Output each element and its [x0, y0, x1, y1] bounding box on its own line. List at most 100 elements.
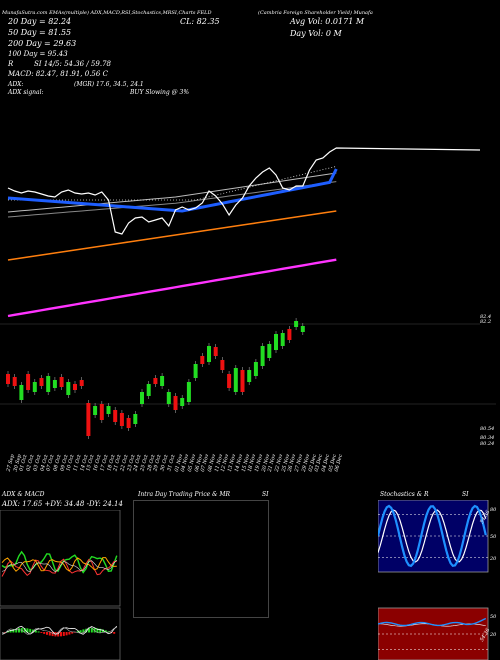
macd-bar [88, 628, 90, 633]
adx-panel-title: ADX & MACD [2, 491, 45, 498]
macd-bar [57, 632, 60, 637]
macd-bar [9, 630, 12, 633]
adx-label: ADX: [8, 81, 24, 88]
rsi-line [378, 617, 487, 627]
candle-body [73, 384, 77, 390]
candle-body [220, 360, 225, 370]
macd-bar [51, 632, 54, 637]
rsi-level-20: 20 [490, 632, 497, 638]
candle-body [26, 374, 31, 390]
candle-body [200, 356, 205, 364]
price-chart [0, 147, 496, 439]
macd-bar [46, 632, 48, 635]
candle-body [240, 370, 245, 392]
ema-dotted-line [8, 166, 337, 201]
candle-body [173, 396, 178, 410]
macd-bar [113, 632, 116, 634]
adx-macd-panel [0, 510, 121, 660]
candle-body [93, 406, 98, 415]
macd-bar [104, 630, 107, 633]
candle-body [260, 346, 265, 366]
rsi-level-50: 50 [490, 614, 497, 620]
macd-bar [79, 630, 82, 633]
stat-200-day: 200 Day = 29.63 [8, 39, 77, 48]
candle-body [207, 346, 211, 362]
macd-bar [15, 628, 18, 633]
stoch-level-20: 20 [490, 556, 497, 562]
close-price: CL: 82.35 [180, 17, 220, 26]
price-label-bottom-3: 80.24 [480, 441, 495, 447]
candle-body [267, 344, 272, 358]
candle-body [86, 403, 91, 436]
ema-100-line [7, 210, 337, 261]
price-label-bottom-1: 80.54 [480, 426, 495, 432]
signal-text: BUY Slowing @ 3% [130, 89, 190, 96]
macd-bar [23, 628, 26, 633]
macd-bar [18, 628, 20, 633]
macd-bar [26, 628, 29, 633]
date-axis: 27 Sep 30 Sep 01 Oct 02 Oct 03 Oct 04 Oct 07 O… [0, 446, 500, 482]
stoch-k-line [378, 504, 487, 568]
price-label-bottom-2: 80.34 [480, 435, 495, 441]
candle-body [160, 376, 165, 386]
macd-bar [74, 632, 76, 633]
candle-body [52, 380, 57, 388]
macd-bar [29, 628, 32, 633]
candle-body [59, 377, 64, 387]
avg-volume: Avg Vol: 0.0171 M [290, 17, 365, 26]
stoch-d-line [378, 509, 487, 563]
candle-body [193, 364, 198, 378]
ema-50-line [7, 168, 338, 213]
stochastics-rsi-panel [378, 500, 489, 660]
candle-body [126, 418, 131, 428]
macd-bar [85, 628, 88, 633]
candle-body [253, 362, 258, 376]
stoch-panel-si: SI [462, 491, 469, 498]
stoch-panel-title: Stochastics & R [380, 491, 429, 498]
candle-body [287, 329, 292, 340]
candle-body [66, 382, 71, 395]
macd-bar [60, 632, 62, 637]
macd-values: MACD: 82.47, 81.91, 0.56 C [8, 70, 108, 78]
macd-bar [40, 632, 43, 633]
candle-body [99, 404, 104, 420]
candle-body [133, 414, 138, 424]
candle-body [153, 378, 158, 384]
stat-50-day: 50 Day = 81.55 [8, 28, 72, 37]
stoch-si-values: SI 14/5: 54.36 / 59.78 [34, 60, 111, 68]
macd-bar [43, 632, 46, 634]
price-label-top-1: 82.4 [480, 314, 492, 320]
candle-body [180, 398, 185, 406]
candle-body [46, 376, 51, 392]
macd-bar [82, 629, 85, 633]
macd-bar [4, 632, 6, 633]
rsi-label: R [8, 60, 14, 68]
macd-bar [62, 632, 65, 636]
candle-body [280, 333, 285, 346]
candle-body [294, 321, 299, 327]
adx-panel-values: ADX: 17.65 +DY: 34.48 -DY: 24.14 [2, 500, 123, 508]
intraday-panel-si: SI [262, 491, 269, 498]
candle-body [233, 368, 238, 392]
candle-body [79, 380, 84, 386]
candle-body [119, 413, 124, 426]
candle-body [113, 410, 118, 422]
macd-bar [96, 628, 99, 633]
candle-body [213, 347, 218, 356]
chart-title: MunafaSutra.com EMAs(multiple) ADX,MACD,… [2, 10, 212, 16]
candle-body [12, 377, 17, 386]
minus-di-line [1, 558, 117, 577]
day-volume: Day Vol: 0 M [290, 29, 342, 38]
company-name: (Cambria Foreign Shareholder Yield) Muna… [258, 10, 373, 16]
candle-body [146, 384, 151, 396]
macd-bar [90, 628, 93, 633]
stoch-level-80: 80 [490, 507, 497, 513]
intraday-panel-title: Intra Day Trading Price & MR [138, 491, 231, 498]
candle-body [6, 374, 10, 384]
adx-signal-label: ADX signal: [8, 89, 44, 96]
candle-body [32, 382, 37, 392]
macd-bar [99, 628, 102, 633]
macd-bar [76, 631, 79, 633]
macd-bar [65, 632, 68, 636]
candle-body [227, 374, 232, 388]
